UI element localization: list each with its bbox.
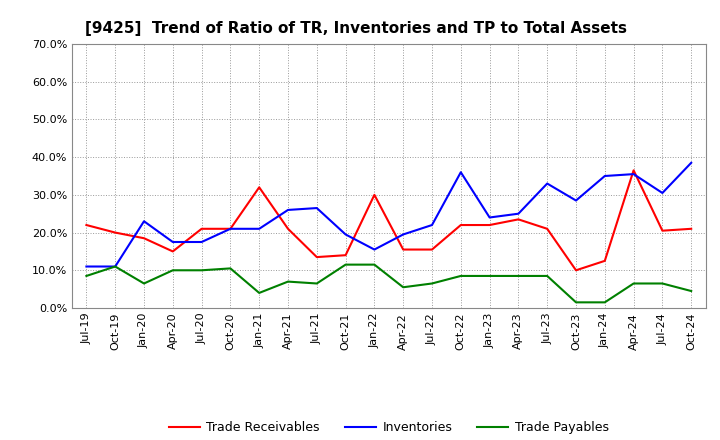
Inventories — [197, 239, 206, 245]
Line: Inventories: Inventories — [86, 163, 691, 267]
Inventories — [226, 226, 235, 231]
Trade Receivables — [111, 230, 120, 235]
Inventories — [111, 264, 120, 269]
Inventories — [572, 198, 580, 203]
Trade Payables — [629, 281, 638, 286]
Trade Payables — [226, 266, 235, 271]
Trade Receivables — [687, 226, 696, 231]
Trade Receivables — [514, 217, 523, 222]
Trade Payables — [312, 281, 321, 286]
Trade Payables — [399, 285, 408, 290]
Trade Receivables — [658, 228, 667, 233]
Trade Receivables — [312, 254, 321, 260]
Trade Payables — [255, 290, 264, 296]
Legend: Trade Receivables, Inventories, Trade Payables: Trade Receivables, Inventories, Trade Pa… — [164, 416, 613, 439]
Trade Receivables — [168, 249, 177, 254]
Text: [9425]  Trend of Ratio of TR, Inventories and TP to Total Assets: [9425] Trend of Ratio of TR, Inventories… — [85, 21, 626, 36]
Trade Receivables — [255, 185, 264, 190]
Trade Receivables — [572, 268, 580, 273]
Trade Payables — [82, 273, 91, 279]
Inventories — [485, 215, 494, 220]
Trade Receivables — [82, 222, 91, 227]
Trade Receivables — [543, 226, 552, 231]
Inventories — [514, 211, 523, 216]
Inventories — [658, 191, 667, 196]
Trade Payables — [111, 264, 120, 269]
Trade Payables — [456, 273, 465, 279]
Trade Payables — [168, 268, 177, 273]
Trade Receivables — [428, 247, 436, 252]
Trade Payables — [140, 281, 148, 286]
Trade Payables — [428, 281, 436, 286]
Line: Trade Receivables: Trade Receivables — [86, 170, 691, 270]
Inventories — [600, 173, 609, 179]
Trade Receivables — [399, 247, 408, 252]
Inventories — [456, 169, 465, 175]
Trade Payables — [370, 262, 379, 267]
Inventories — [687, 160, 696, 165]
Trade Receivables — [197, 226, 206, 231]
Trade Receivables — [226, 226, 235, 231]
Trade Payables — [514, 273, 523, 279]
Inventories — [168, 239, 177, 245]
Inventories — [140, 219, 148, 224]
Trade Payables — [197, 268, 206, 273]
Trade Payables — [687, 288, 696, 293]
Trade Receivables — [341, 253, 350, 258]
Trade Payables — [658, 281, 667, 286]
Trade Receivables — [485, 222, 494, 227]
Inventories — [399, 232, 408, 237]
Inventories — [341, 232, 350, 237]
Inventories — [370, 247, 379, 252]
Trade Payables — [572, 300, 580, 305]
Trade Receivables — [284, 226, 292, 231]
Inventories — [255, 226, 264, 231]
Inventories — [629, 172, 638, 177]
Trade Receivables — [456, 222, 465, 227]
Trade Receivables — [370, 192, 379, 198]
Trade Payables — [341, 262, 350, 267]
Inventories — [284, 207, 292, 213]
Inventories — [543, 181, 552, 186]
Trade Receivables — [600, 258, 609, 264]
Trade Payables — [485, 273, 494, 279]
Inventories — [82, 264, 91, 269]
Trade Receivables — [629, 168, 638, 173]
Inventories — [428, 222, 436, 227]
Line: Trade Payables: Trade Payables — [86, 264, 691, 302]
Trade Payables — [600, 300, 609, 305]
Inventories — [312, 205, 321, 211]
Trade Payables — [543, 273, 552, 279]
Trade Receivables — [140, 235, 148, 241]
Trade Payables — [284, 279, 292, 284]
